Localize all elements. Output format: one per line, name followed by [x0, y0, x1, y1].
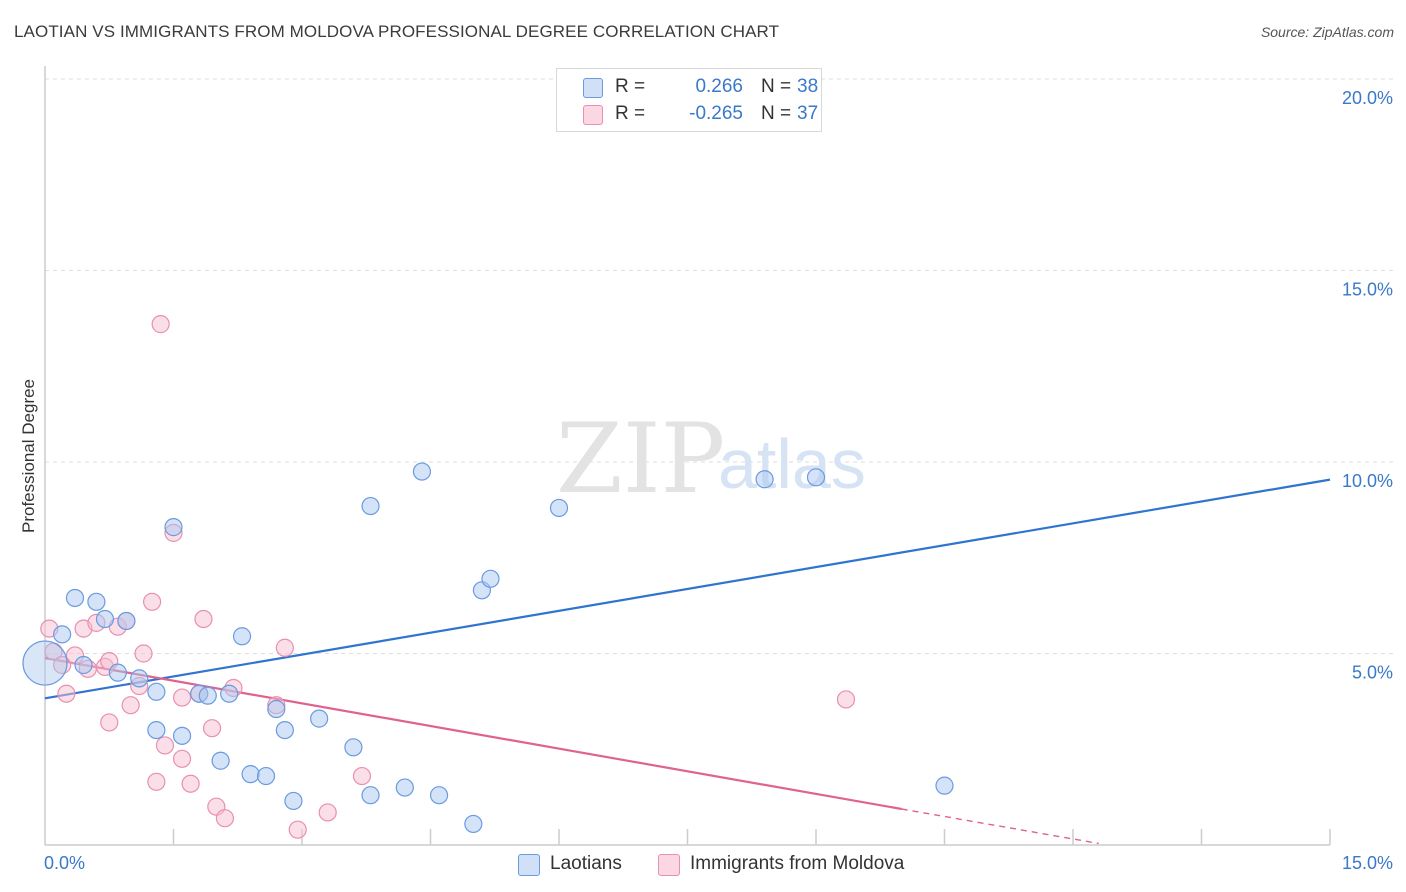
data-point-moldova	[194, 609, 213, 629]
data-point-laotians	[220, 684, 239, 703]
data-point-moldova	[318, 803, 337, 822]
data-point-laotians	[549, 498, 569, 518]
watermark: ZIP atlas	[556, 403, 866, 515]
legend-n-label: N =	[761, 76, 792, 97]
y-tick-label: 20.0%	[1342, 88, 1393, 108]
data-point-moldova	[100, 713, 119, 732]
data-point-laotians	[53, 625, 72, 644]
data-point-laotians	[361, 786, 380, 805]
data-point-laotians	[755, 470, 774, 489]
data-point-moldova	[352, 766, 372, 786]
legend-n-label: N =	[761, 103, 792, 124]
data-point-laotians	[310, 709, 329, 728]
watermark-atlas: atlas	[718, 425, 866, 503]
data-point-moldova	[275, 638, 294, 657]
data-point-laotians	[429, 786, 449, 805]
data-point-laotians	[344, 738, 363, 757]
data-point-laotians	[267, 699, 286, 719]
data-point-moldova	[134, 644, 153, 663]
y-tick-label: 5.0%	[1352, 663, 1393, 683]
data-point-laotians	[211, 751, 230, 770]
data-point-laotians	[65, 588, 85, 608]
legend-swatch-laotians	[583, 78, 603, 98]
data-point-laotians	[117, 611, 136, 631]
stats-legend: R = 0.266 N = 38 R = -0.265 N = 37	[556, 68, 822, 132]
chart-title: LAOTIAN VS IMMIGRANTS FROM MOLDOVA PROFE…	[14, 22, 780, 41]
data-point-laotians	[232, 627, 252, 646]
x-tick-label: 0.0%	[44, 853, 85, 873]
data-point-laotians	[284, 791, 303, 811]
data-point-laotians	[130, 669, 149, 688]
data-point-moldova	[181, 774, 200, 793]
data-point-laotians	[412, 462, 432, 481]
data-point-moldova	[288, 820, 307, 839]
legend-r-label: R =	[615, 103, 646, 124]
data-point-moldova	[202, 719, 222, 738]
legend-n-value: 38	[797, 76, 819, 97]
data-point-laotians	[147, 720, 166, 740]
gridlines	[45, 78, 1395, 654]
legend-r-label: R =	[615, 76, 646, 97]
data-point-laotians	[935, 776, 954, 795]
data-point-laotians	[361, 496, 380, 516]
data-point-moldova	[836, 690, 856, 709]
trendline-extension-moldova	[901, 808, 1099, 845]
data-point-laotians	[241, 765, 260, 784]
data-point-moldova	[147, 772, 166, 791]
legend-n-value: 37	[797, 103, 819, 124]
legend-r-value: -0.265	[689, 103, 743, 124]
bottom-legend-label-moldova: Immigrants from Moldova	[690, 853, 905, 874]
data-point-laotians	[256, 766, 276, 786]
data-point-moldova	[172, 688, 192, 707]
data-point-laotians	[74, 655, 93, 675]
bottom-legend-swatch-moldova	[658, 854, 680, 876]
trendlines	[44, 478, 1331, 845]
trendline-laotians	[44, 478, 1331, 700]
data-point-laotians	[481, 569, 500, 588]
data-point-laotians	[108, 663, 127, 682]
y-tick-label: 15.0%	[1342, 280, 1393, 300]
data-point-laotians	[87, 592, 106, 611]
bottom-legend-label-laotians: Laotians	[550, 853, 622, 874]
data-point-moldova	[121, 696, 140, 715]
x-tick-label: 15.0%	[1342, 853, 1393, 873]
data-point-laotians	[147, 682, 166, 701]
tick-labels: 5.0% 10.0% 15.0% 20.0% 0.0% 15.0%	[44, 88, 1393, 873]
trendline-moldova	[44, 657, 902, 811]
data-point-laotians	[164, 518, 183, 537]
data-point-moldova	[215, 809, 234, 828]
data-point-laotians	[275, 720, 294, 740]
data-point-moldova	[57, 684, 76, 703]
data-point-laotians	[22, 640, 68, 686]
data-point-moldova	[151, 315, 170, 334]
data-point-laotians	[806, 468, 826, 487]
source-label: Source: ZipAtlas.com	[1260, 24, 1394, 40]
bottom-legend-swatch-laotians	[518, 854, 540, 876]
data-point-laotians	[95, 609, 115, 629]
legend-swatch-moldova	[583, 105, 603, 125]
watermark-zip: ZIP	[556, 403, 725, 515]
data-point-moldova	[172, 749, 192, 768]
y-tick-label: 10.0%	[1342, 471, 1393, 491]
data-points	[22, 315, 954, 839]
axes	[44, 66, 1331, 846]
data-point-laotians	[198, 686, 217, 705]
legend-r-value: 0.266	[695, 76, 743, 97]
data-point-moldova	[155, 736, 175, 755]
y-axis-label: Professional Degree	[19, 379, 38, 533]
data-point-laotians	[172, 726, 192, 745]
data-point-moldova	[142, 592, 162, 611]
data-point-laotians	[464, 814, 483, 834]
data-point-laotians	[395, 778, 414, 797]
